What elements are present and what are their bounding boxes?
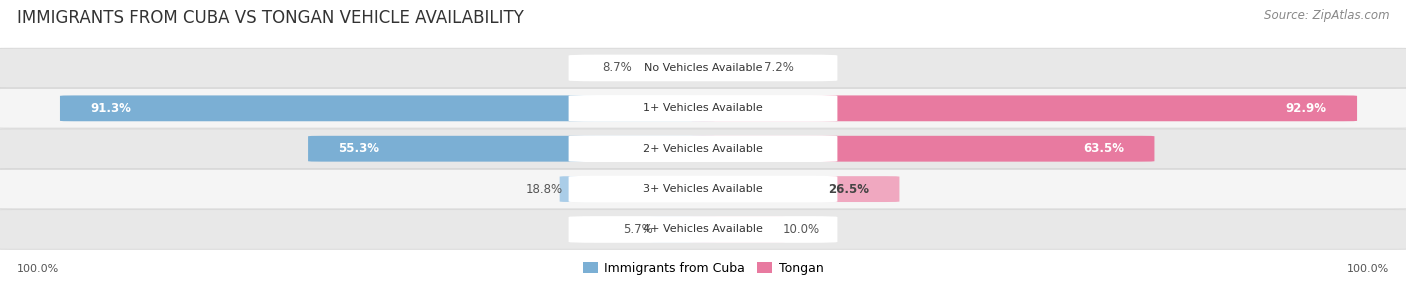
Text: 7.2%: 7.2%: [763, 61, 793, 74]
Text: 100.0%: 100.0%: [1347, 264, 1389, 274]
Text: 3+ Vehicles Available: 3+ Vehicles Available: [643, 184, 763, 194]
FancyBboxPatch shape: [0, 210, 1406, 249]
FancyBboxPatch shape: [560, 176, 717, 202]
FancyBboxPatch shape: [568, 216, 838, 243]
Text: 2+ Vehicles Available: 2+ Vehicles Available: [643, 144, 763, 154]
FancyBboxPatch shape: [650, 217, 717, 243]
FancyBboxPatch shape: [689, 55, 766, 81]
FancyBboxPatch shape: [308, 136, 717, 162]
Text: 10.0%: 10.0%: [783, 223, 820, 236]
FancyBboxPatch shape: [568, 135, 838, 162]
FancyBboxPatch shape: [568, 176, 838, 202]
Text: No Vehicles Available: No Vehicles Available: [644, 63, 762, 73]
Legend: Immigrants from Cuba, Tongan: Immigrants from Cuba, Tongan: [578, 257, 828, 280]
FancyBboxPatch shape: [0, 129, 1406, 168]
Text: 8.7%: 8.7%: [602, 61, 633, 74]
Text: 55.3%: 55.3%: [339, 142, 380, 155]
Text: 100.0%: 100.0%: [17, 264, 59, 274]
FancyBboxPatch shape: [60, 96, 717, 121]
Text: 91.3%: 91.3%: [90, 102, 131, 115]
FancyBboxPatch shape: [689, 176, 900, 202]
Text: 92.9%: 92.9%: [1285, 102, 1327, 115]
FancyBboxPatch shape: [630, 55, 717, 81]
FancyBboxPatch shape: [689, 136, 1154, 162]
Text: IMMIGRANTS FROM CUBA VS TONGAN VEHICLE AVAILABILITY: IMMIGRANTS FROM CUBA VS TONGAN VEHICLE A…: [17, 9, 524, 27]
FancyBboxPatch shape: [0, 48, 1406, 88]
Text: 18.8%: 18.8%: [526, 182, 562, 196]
Text: 1+ Vehicles Available: 1+ Vehicles Available: [643, 103, 763, 113]
FancyBboxPatch shape: [568, 55, 838, 81]
Text: Source: ZipAtlas.com: Source: ZipAtlas.com: [1264, 9, 1389, 21]
FancyBboxPatch shape: [689, 217, 786, 243]
FancyBboxPatch shape: [568, 95, 838, 122]
Text: 26.5%: 26.5%: [828, 182, 869, 196]
Text: 5.7%: 5.7%: [623, 223, 652, 236]
FancyBboxPatch shape: [0, 89, 1406, 128]
Text: 63.5%: 63.5%: [1083, 142, 1125, 155]
FancyBboxPatch shape: [689, 96, 1357, 121]
Text: 4+ Vehicles Available: 4+ Vehicles Available: [643, 225, 763, 235]
FancyBboxPatch shape: [0, 169, 1406, 209]
